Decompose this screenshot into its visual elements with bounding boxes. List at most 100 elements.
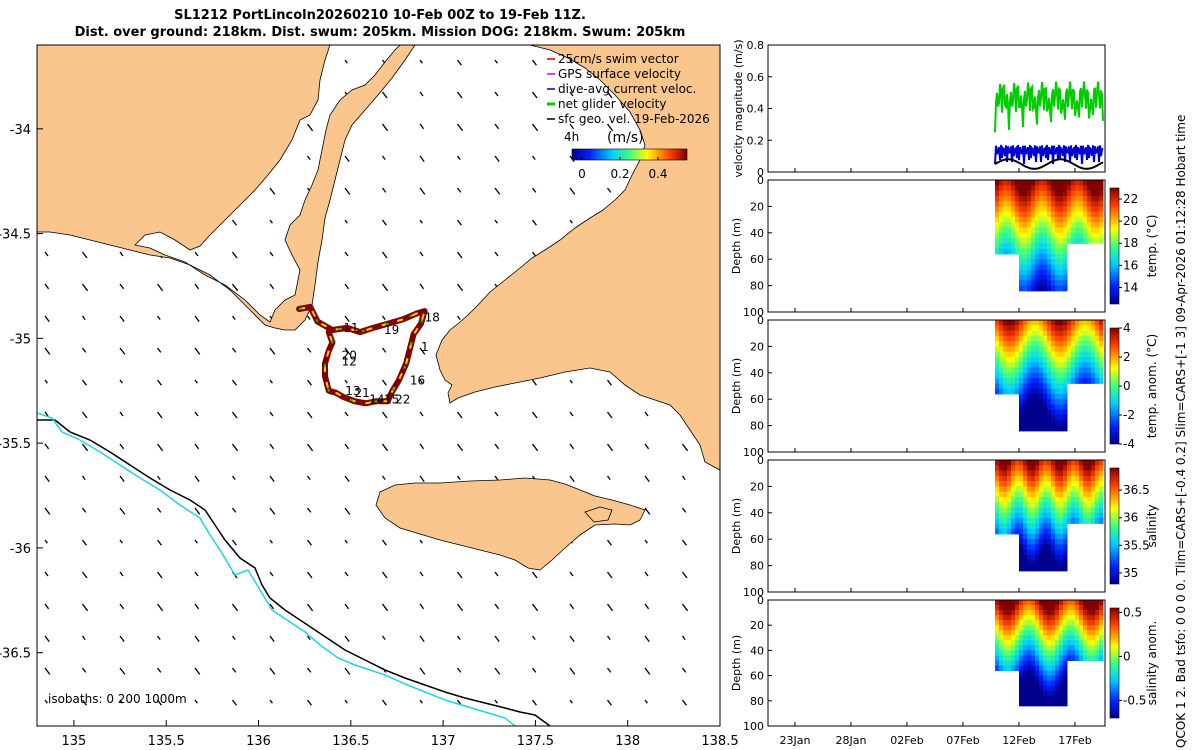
section-cell — [1079, 518, 1084, 524]
section-cell — [1035, 565, 1040, 572]
section-cell — [1059, 539, 1064, 545]
section-cell — [999, 232, 1004, 239]
section-cell — [1027, 518, 1032, 524]
section-cell — [1015, 325, 1020, 332]
section-cell — [999, 507, 1004, 514]
section-cell — [1019, 496, 1024, 503]
velocity-arrow — [269, 475, 275, 482]
section-cell — [1079, 600, 1084, 606]
section-cell — [1011, 460, 1016, 466]
section-cell — [1047, 420, 1052, 427]
section-cell — [1019, 211, 1024, 218]
section-cell — [995, 346, 1000, 353]
section-cell — [1015, 372, 1020, 379]
velocity-arrow — [81, 507, 87, 513]
section-cell — [1039, 665, 1044, 672]
section-cell — [1067, 470, 1072, 477]
velocity-arrow — [231, 251, 238, 259]
section-cell — [1027, 393, 1032, 400]
section-cell — [1051, 610, 1056, 616]
section-cell — [1011, 248, 1016, 255]
map-y-axis: -34-34.5-35-35.5-36-36.5 — [0, 123, 43, 662]
section-cell — [1023, 470, 1028, 477]
section-cell — [1039, 425, 1044, 432]
section-cell — [1015, 640, 1020, 646]
section-cell — [1011, 640, 1016, 646]
section-cell — [1067, 512, 1072, 519]
section-cell — [1087, 346, 1092, 353]
section-cell — [1055, 330, 1060, 337]
velocity-arrow — [344, 539, 348, 544]
section-cell — [1063, 486, 1068, 493]
velocity-arrow — [119, 283, 125, 290]
section-cell — [1055, 620, 1060, 626]
velocity-arrow — [194, 571, 199, 577]
section-cell — [1051, 539, 1056, 545]
section-cell — [1055, 605, 1060, 611]
section-cell — [1063, 555, 1068, 561]
velocity-arrow — [119, 475, 125, 482]
section-cell — [1071, 512, 1076, 519]
section-cell — [1091, 201, 1096, 207]
section-cell — [1063, 378, 1068, 384]
section-cell — [1043, 475, 1048, 482]
section-cell — [1055, 539, 1060, 545]
section-cell — [1043, 404, 1048, 411]
velocity-arrow — [269, 507, 276, 515]
section-cell — [1003, 330, 1008, 337]
section-cell — [1019, 560, 1024, 567]
section-cell — [1035, 675, 1040, 682]
section-cell — [1003, 185, 1008, 192]
section-cell — [999, 201, 1004, 207]
section-cell — [1079, 502, 1084, 509]
section-cell — [1039, 259, 1044, 265]
section-cell — [1063, 605, 1068, 611]
section-cell — [1019, 185, 1024, 192]
section-cell — [1059, 544, 1064, 551]
velocity-arrow — [156, 571, 163, 579]
section-cell — [1087, 502, 1092, 509]
section-cell — [1091, 630, 1096, 636]
section-cell — [1019, 420, 1024, 427]
section-cell — [1087, 465, 1092, 472]
section-cell — [1051, 420, 1056, 427]
isobath-200m — [37, 419, 551, 726]
section-cell — [1023, 555, 1028, 561]
section-cell — [1087, 356, 1092, 363]
section-cell — [999, 206, 1004, 213]
section-cell — [1023, 665, 1028, 672]
section-cell — [1055, 185, 1060, 192]
section-cell — [1079, 625, 1084, 631]
section-cell — [1023, 415, 1028, 421]
section-cell — [1051, 560, 1056, 567]
velocity-arrow — [156, 283, 164, 292]
section-cell — [1075, 630, 1080, 636]
depth-tick-label: 40 — [750, 507, 764, 520]
section-colorbar — [1109, 607, 1120, 719]
section-cell — [1071, 465, 1076, 472]
section-cell — [1091, 185, 1096, 192]
panel-x-tick-label: 28Jan — [836, 734, 867, 747]
section-cell — [1055, 685, 1060, 692]
velocity-arrow — [194, 699, 198, 704]
section-cell — [1035, 465, 1040, 472]
section-cell — [1059, 388, 1064, 395]
section-cell — [1079, 206, 1084, 213]
section-cell — [1019, 486, 1024, 493]
velocity-arrow — [531, 91, 538, 99]
time-marker: 4h — [564, 130, 579, 144]
section-cell — [1063, 655, 1068, 661]
section-cell — [1039, 470, 1044, 477]
section-cell — [1091, 206, 1096, 213]
velocity-arrow — [681, 603, 689, 612]
section-cell — [1083, 330, 1088, 337]
section-cell — [1067, 201, 1072, 207]
velocity-arrow — [306, 123, 314, 132]
velocity-arrow — [344, 443, 350, 450]
section-cell — [1087, 615, 1092, 621]
section-cell — [1055, 496, 1060, 503]
section-cell — [1007, 475, 1012, 482]
velocity-arrow — [119, 251, 124, 257]
section-cell — [1051, 320, 1056, 326]
section-cell — [1015, 378, 1020, 384]
